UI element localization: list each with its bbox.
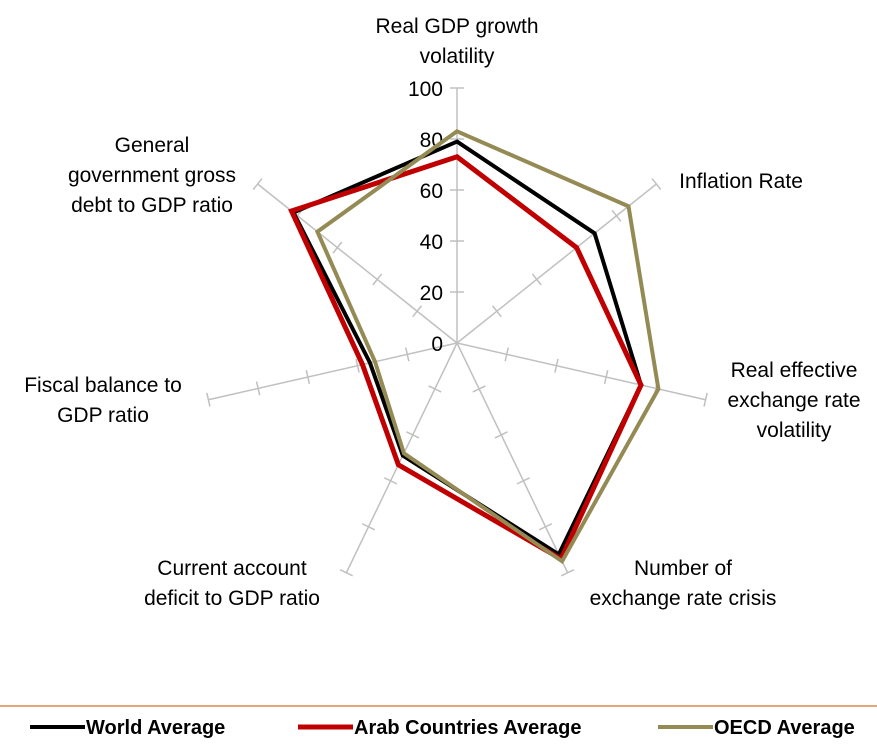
- axis-spoke: [208, 342, 458, 401]
- axis-tick-mark: [428, 385, 442, 393]
- axis-tick-mark: [651, 178, 662, 190]
- axis-labels: Real GDP growth volatility Inflation Rate R…: [24, 15, 860, 610]
- tick-label: 60: [420, 180, 443, 203]
- legend-label-oecd-average: OECD Average: [714, 717, 855, 739]
- axis-spoke: [456, 342, 569, 574]
- axis-tick-mark: [361, 523, 376, 531]
- tick-label: 20: [420, 282, 443, 305]
- axis-tick-mark: [554, 358, 559, 373]
- legend: World Average Arab Countries Average OECD …: [30, 717, 855, 739]
- axis-tick-mark: [332, 241, 343, 254]
- axis-tick-mark: [383, 477, 398, 485]
- axis-tick-mark: [504, 347, 510, 362]
- axis-label: Inflation Rate: [679, 170, 803, 193]
- legend-label-arab-countries-average: Arab Countries Average: [354, 717, 581, 739]
- axis-tick-mark: [603, 370, 609, 385]
- axis-tick-mark: [372, 273, 383, 286]
- axis-tick-mark: [494, 431, 508, 439]
- axis-tick-mark: [538, 523, 553, 531]
- legend-label-world-average: World Average: [86, 717, 225, 739]
- axis-spoke: [345, 342, 458, 574]
- axis-spoke: [456, 183, 657, 344]
- axis-tick-mark: [561, 569, 575, 577]
- axis-tick-mark: [305, 370, 311, 385]
- axis-tick-mark: [404, 347, 410, 362]
- axis-tick-mark: [339, 569, 353, 577]
- axis-tick-mark: [491, 305, 502, 318]
- axis-tick-mark: [252, 178, 263, 190]
- series-layer: [288, 129, 661, 565]
- axis-tick-mark: [472, 385, 486, 393]
- axis-label: Real GDP growth volatility: [375, 15, 538, 68]
- axis-tick-mark: [255, 381, 261, 396]
- axis-tick-mark: [516, 477, 531, 485]
- axis-tick-mark: [611, 209, 622, 222]
- axis-tick-mark: [703, 392, 708, 407]
- axis-label: Current account deficit to GDP ratio: [144, 557, 320, 610]
- axis-tick-mark: [355, 358, 360, 373]
- axis-tick-mark: [406, 431, 420, 439]
- series-arab-countries-average: [288, 154, 644, 563]
- axis-spoke: [456, 342, 706, 401]
- axis-label: General government gross debt to GDP ratio: [68, 134, 236, 217]
- tick-label: 0: [431, 333, 443, 356]
- axis-tick-mark: [531, 273, 542, 286]
- radar-grid: [206, 87, 708, 577]
- tick-label: 100: [408, 78, 443, 101]
- series-oecd-average: [314, 129, 661, 565]
- tick-label: 40: [420, 231, 443, 254]
- axis-label: Number of exchange rate crisis: [590, 557, 777, 610]
- axis-tick-mark: [412, 305, 423, 318]
- axis-label: Real effective exchange rate volatility: [727, 359, 860, 442]
- axis-tick-mark: [206, 392, 211, 407]
- axis-label: Fiscal balance to GDP ratio: [24, 374, 182, 427]
